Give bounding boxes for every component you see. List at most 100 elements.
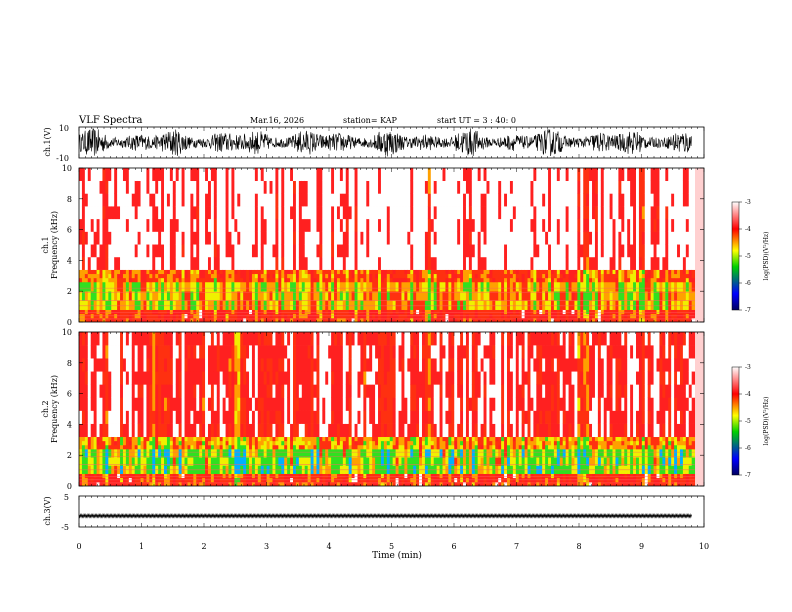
spectrogram-cell [480, 281, 484, 292]
spectrogram-cell [501, 193, 505, 207]
spectrogram-cell [187, 371, 191, 385]
spectrogram-cell [304, 193, 309, 207]
spectrogram-cell [193, 206, 197, 220]
spectrogram-cell [111, 332, 115, 346]
spectrogram-cell [190, 436, 194, 442]
spectrogram-cell [460, 277, 464, 283]
spectrogram-cell [351, 244, 355, 258]
spectrogram-cell [627, 300, 631, 310]
spectrogram-cell [489, 193, 493, 207]
spectrogram-cell [111, 317, 115, 322]
spectrogram-cell [128, 410, 133, 424]
spectrogram-cell [96, 423, 100, 438]
spectrogram-cell [205, 449, 209, 458]
spectrogram-cell [354, 180, 358, 194]
spectrogram-cell [630, 168, 634, 182]
spectrogram-cell [84, 397, 89, 411]
spectrogram-cell [571, 281, 575, 292]
spectrogram-cell [301, 481, 306, 486]
spectrogram-cell [254, 317, 259, 322]
spectrogram-cell [310, 440, 314, 446]
spectrogram-cell [298, 206, 303, 220]
spectrogram-cell [562, 291, 567, 301]
spectrogram-cell [465, 300, 470, 310]
spectrogram-cell [228, 410, 232, 424]
spectrogram-cell [108, 317, 112, 322]
spectrogram-cell [102, 397, 106, 411]
spectrogram-cell [606, 273, 611, 279]
spectrogram-cell [375, 231, 379, 245]
spectrogram-cell [471, 281, 476, 292]
spectrogram-cell [158, 345, 162, 359]
spectrogram-cell [196, 256, 200, 270]
spectrogram-cell [433, 300, 438, 310]
spectrogram-cell [125, 231, 130, 245]
spectrogram-cell [419, 206, 423, 220]
spectrogram-cell [184, 231, 188, 245]
spectrogram-cell [580, 291, 584, 301]
spectrogram-cell [140, 332, 144, 346]
spectrogram-cell [606, 309, 611, 315]
spectrogram-cell [290, 309, 294, 315]
spectrogram-cell [550, 168, 555, 182]
spectrogram-cell [301, 168, 306, 182]
spectrogram-cell [184, 371, 188, 385]
spectrogram-cell [313, 300, 317, 310]
spectrogram-cell [205, 473, 209, 479]
spectrogram-cell [275, 457, 279, 466]
spectrogram-cell [509, 309, 514, 315]
spectrogram-cell [99, 193, 103, 207]
spectrogram-cell [131, 281, 136, 292]
spectrogram-cell [181, 291, 185, 301]
spectrogram-cell [202, 449, 206, 458]
spectrogram-cell [298, 231, 303, 245]
spectrogram-cell [175, 444, 180, 450]
spectrogram-cell [149, 291, 153, 301]
spectrogram-cell [125, 457, 130, 466]
spectrogram-cell [665, 309, 669, 315]
spectrogram-cell [205, 277, 209, 283]
spectrogram-cell [600, 193, 605, 207]
spectrogram-cell [380, 168, 385, 182]
spectrogram-cell [574, 206, 578, 220]
spectrogram-cell [120, 317, 124, 322]
spectrogram-cell [125, 410, 130, 424]
spectrogram-cell [527, 281, 531, 292]
spectrogram-cell [524, 291, 528, 301]
spectrogram-cell [594, 231, 599, 245]
spectrogram-cell [404, 168, 408, 182]
spectrogram-cell [181, 397, 185, 411]
spectrogram-cell [521, 206, 525, 220]
spectrogram-cell [228, 244, 232, 258]
spectrogram-cell [166, 277, 171, 283]
spectrogram-cell [278, 332, 282, 346]
spectrogram-cell [87, 168, 92, 182]
spectrogram-cell [342, 256, 347, 270]
spectrogram-cell [216, 300, 221, 310]
spectrogram-cell [243, 473, 247, 479]
spectrogram-cell [325, 206, 329, 220]
spectrogram-cell [266, 358, 270, 372]
spectrogram-cell [375, 277, 379, 283]
spectrogram-cell [207, 384, 212, 398]
spectrogram-cell [445, 317, 449, 322]
spectrogram-cell [243, 300, 247, 310]
spectrogram-cell [401, 269, 405, 275]
spectrogram-cell [316, 281, 320, 292]
spectrogram-cell [161, 231, 165, 245]
spectrogram-cell [401, 277, 405, 283]
spectrogram-cell [105, 444, 109, 450]
spectrogram-cell [99, 397, 103, 411]
spectrogram-cell [84, 449, 89, 458]
spectrogram-cell [166, 317, 171, 322]
spectrogram-cell [260, 345, 265, 359]
spectrogram-cell [140, 269, 144, 275]
spectrogram-cell [190, 345, 194, 359]
spectrogram-cell [193, 358, 197, 372]
spectrogram-cell [677, 300, 681, 310]
spectrogram-cell [354, 218, 358, 232]
spectrogram-cell [122, 309, 127, 315]
spectrogram-cell [114, 397, 118, 411]
spectrogram-cell [357, 244, 361, 258]
spectrogram-cell [96, 473, 100, 479]
